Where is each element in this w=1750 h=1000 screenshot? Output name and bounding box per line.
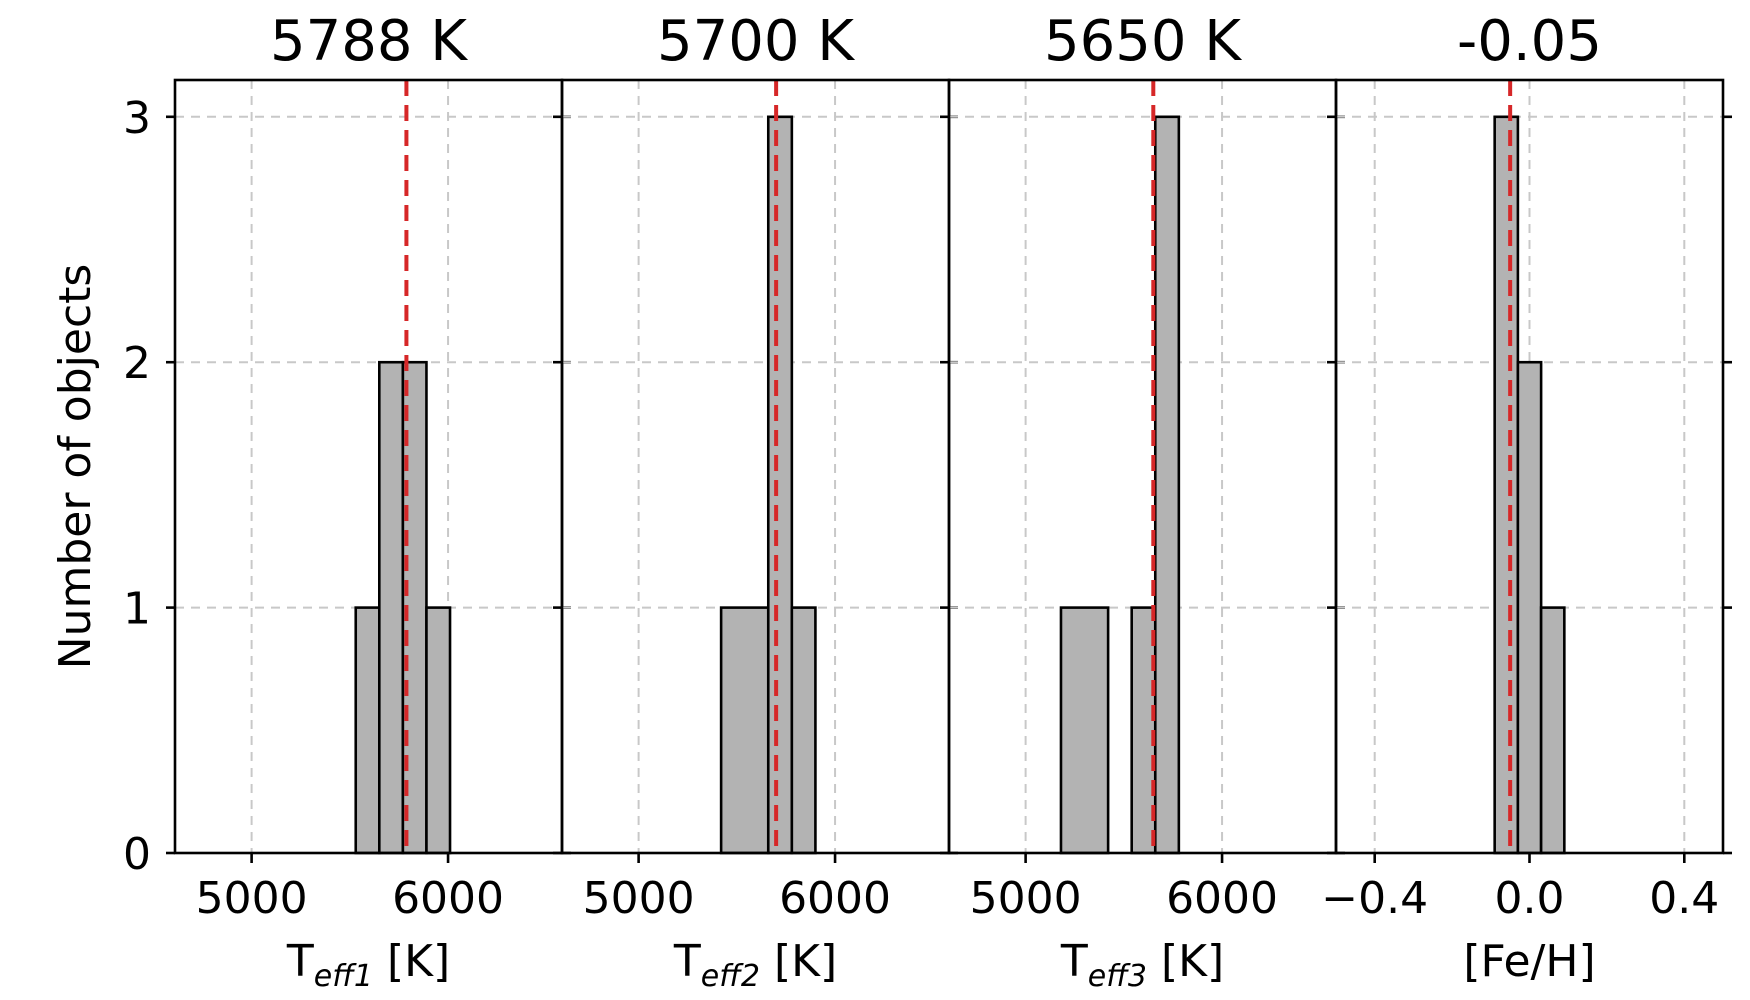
histogram-bar-1 — [719, 606, 770, 855]
x-tick-label: 5000 — [583, 873, 695, 924]
x-tick-label: 6000 — [1166, 873, 1278, 924]
panel-title: 5700 K — [657, 9, 855, 74]
histogram-bar-1 — [354, 606, 381, 855]
x-axis-label-subscript: eff1 — [314, 959, 373, 994]
x-axis-label: Teff3 [K] — [1060, 936, 1224, 994]
x-axis-label-unit: [K] — [373, 936, 450, 987]
histogram-bar-1 — [1059, 606, 1110, 855]
panel-title: -0.05 — [1457, 9, 1602, 74]
y-tick-label: 0 — [123, 829, 151, 880]
x-tick-label: 6000 — [392, 873, 504, 924]
x-axis-label-main: [Fe/H] — [1463, 936, 1595, 987]
histogram-bar-3 — [1539, 606, 1566, 855]
y-tick-label: 2 — [123, 338, 151, 389]
panel-2: 5000 6000 5700 K Teff2 [K] — [553, 9, 958, 994]
x-tick-label: 0.0 — [1495, 873, 1565, 924]
x-tick-label: 0.4 — [1649, 873, 1719, 924]
panel-title: 5650 K — [1044, 9, 1242, 74]
x-axis-label-subscript: eff3 — [1088, 959, 1147, 994]
histogram-bar-4 — [425, 606, 452, 855]
panel-4: −0.4 0.0 0.4 -0.05 [Fe/H] — [1321, 9, 1732, 987]
histogram-bar-3 — [1153, 115, 1181, 855]
x-tick-label: 5000 — [196, 873, 308, 924]
y-tick-label: 1 — [123, 584, 151, 635]
x-axis-label-main: T — [286, 936, 314, 987]
histogram-bar-1 — [1493, 115, 1520, 855]
histogram-bar-2 — [766, 115, 794, 855]
x-axis-label: Teff1 [K] — [286, 936, 450, 994]
histogram-bar-2 — [378, 360, 405, 855]
x-tick-label: 5000 — [970, 873, 1082, 924]
panel-3: 5000 6000 5650 K Teff3 [K] — [940, 9, 1345, 994]
y-tick-label: 3 — [123, 93, 151, 144]
x-tick-label: −0.4 — [1321, 873, 1428, 924]
y-axis-label: Number of objects — [50, 264, 101, 670]
x-axis-label: [Fe/H] — [1463, 936, 1595, 987]
x-axis-label: Teff2 [K] — [673, 936, 837, 994]
x-axis-label-main: T — [1060, 936, 1088, 987]
histogram-bar-3 — [790, 606, 817, 855]
x-tick-label: 6000 — [779, 873, 891, 924]
x-axis-label-subscript: eff2 — [701, 959, 760, 994]
x-axis-label-unit: [K] — [760, 936, 837, 987]
panel-title: 5788 K — [270, 9, 468, 74]
panel-1: 0 1 2 3 5000 6000 5788 K Teff1 [K] Number of obj… — [50, 9, 571, 994]
histogram-bar-2 — [1516, 360, 1543, 855]
x-axis-label-main: T — [673, 936, 701, 987]
x-axis-label-unit: [K] — [1147, 936, 1224, 987]
